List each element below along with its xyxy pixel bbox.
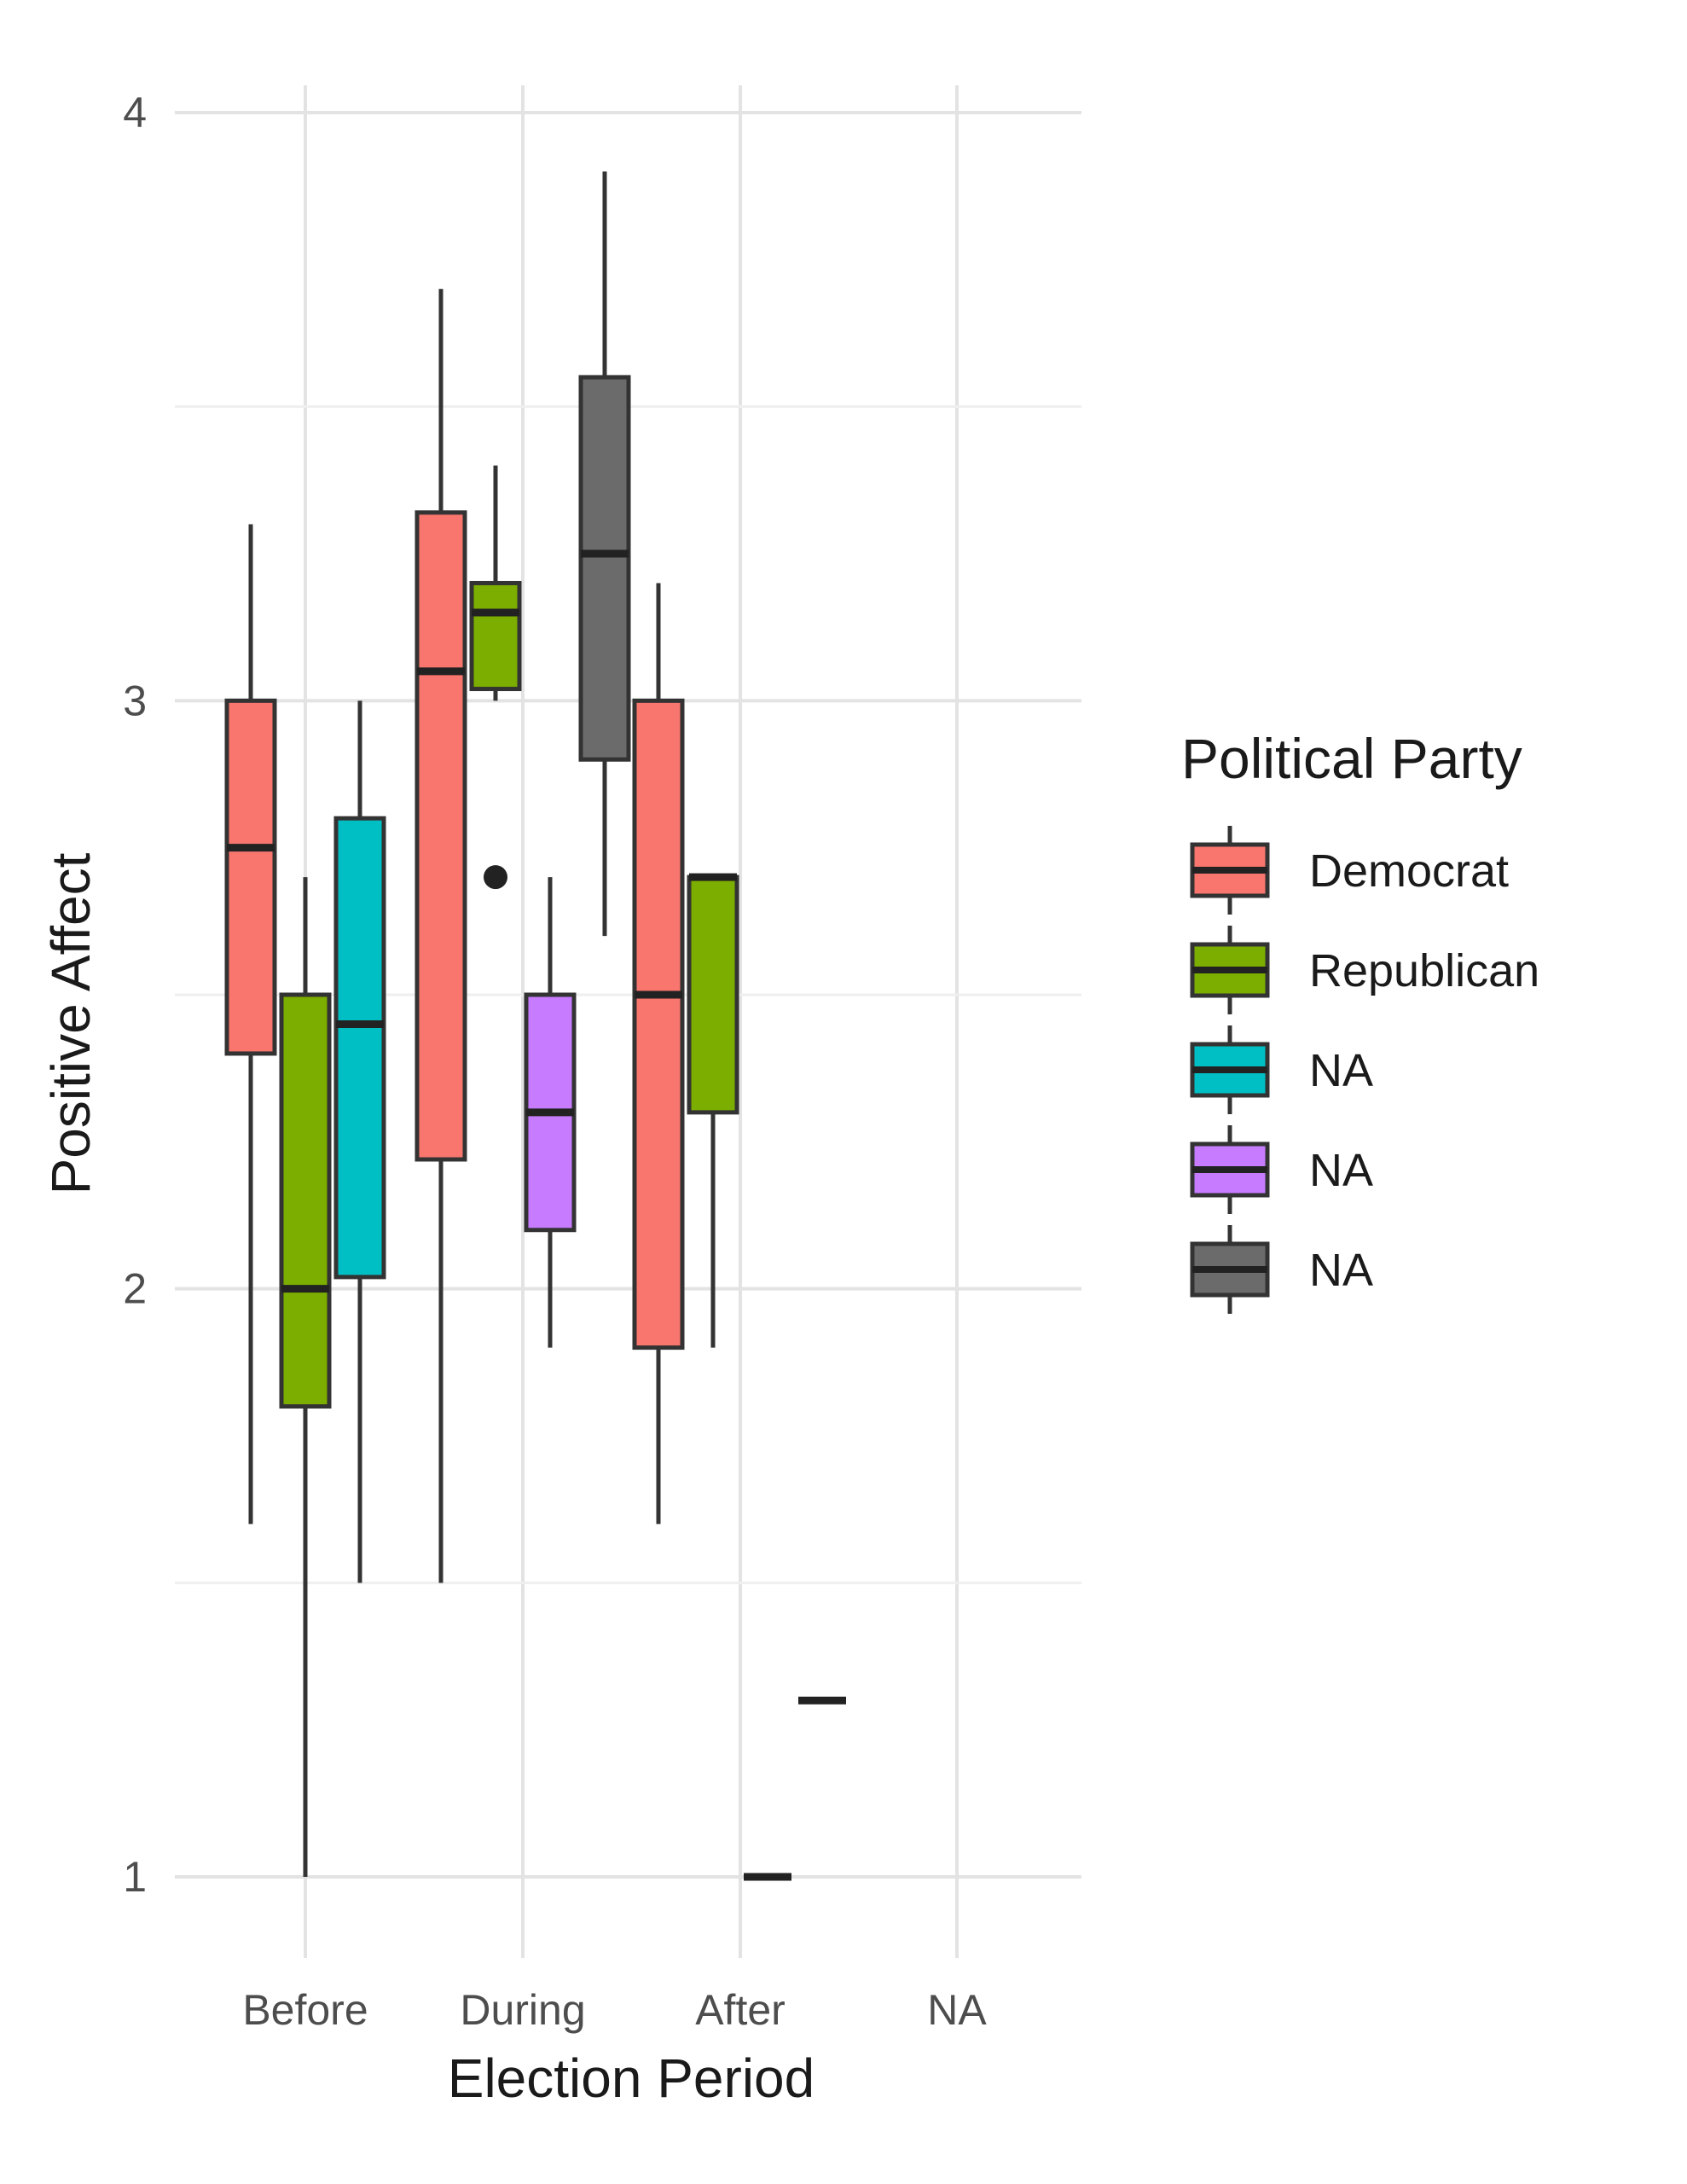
box-before-republican	[279, 877, 332, 1877]
box-during-na	[524, 877, 577, 1348]
box-body	[279, 992, 332, 1409]
legend-label: Democrat	[1309, 845, 1509, 897]
y-tick-label: 3	[123, 677, 147, 724]
box-during-democrat	[415, 288, 467, 1583]
boxplots	[224, 171, 846, 1881]
box-body	[687, 874, 739, 1115]
y-tick-label: 4	[123, 89, 147, 136]
legend-key	[1190, 926, 1270, 1014]
legend-label: NA	[1309, 1245, 1373, 1296]
legend-label: NA	[1309, 1045, 1373, 1096]
legend-label: NA	[1309, 1145, 1373, 1196]
y-axis-ticks: 1 2 3 4	[123, 89, 147, 1901]
box-body	[578, 375, 631, 762]
x-tick-label: NA	[927, 1986, 987, 2034]
y-axis-title: Positive Affect	[40, 852, 101, 1194]
legend-key	[1190, 1225, 1270, 1314]
box-body	[333, 816, 386, 1280]
x-axis-ticks: Before During After NA	[242, 1986, 987, 2034]
box-during-na	[578, 171, 631, 937]
legend-label: Republican	[1309, 945, 1539, 996]
box-during-republican	[469, 465, 522, 890]
legend-key	[1190, 826, 1270, 915]
legend-key	[1190, 1025, 1270, 1114]
box-before-democrat	[224, 524, 277, 1525]
x-tick-label: During	[460, 1986, 585, 2034]
box-body	[224, 698, 277, 1056]
x-tick-label: Before	[242, 1986, 368, 2034]
box-after-republican	[687, 873, 739, 1348]
legend: Political Party Democrat Republican NA NA NA	[1181, 727, 1539, 1314]
x-axis-title: Election Period	[448, 2048, 815, 2109]
legend-title: Political Party	[1181, 727, 1522, 790]
box-before-na	[333, 700, 386, 1583]
box-outlier	[484, 865, 507, 890]
box-body	[415, 510, 467, 1162]
box-body	[632, 698, 685, 1350]
box-body	[469, 580, 522, 692]
x-tick-label: After	[695, 1986, 786, 2034]
box-after-democrat	[632, 583, 685, 1525]
legend-key	[1190, 1125, 1270, 1214]
y-tick-label: 2	[123, 1265, 147, 1313]
y-tick-label: 1	[123, 1853, 147, 1901]
